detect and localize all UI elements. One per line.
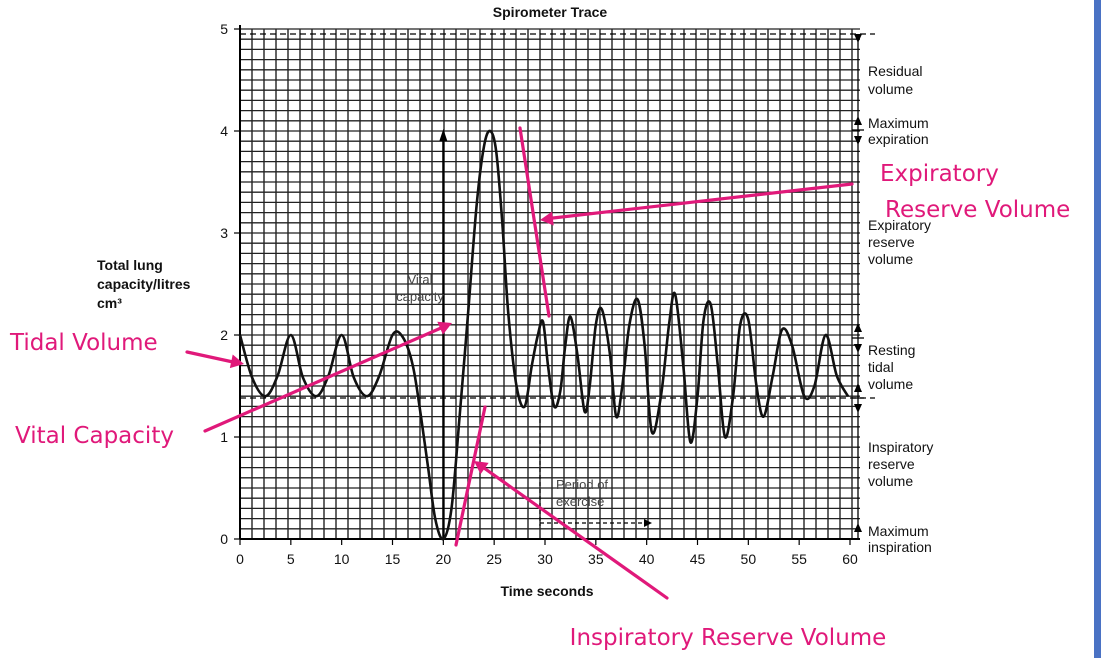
annotation-inspiratory: Inspiratory Reserve Volume: [570, 625, 887, 651]
expiratory-reserve-arrow-line: [551, 182, 854, 220]
trace-series: [238, 129, 850, 541]
right-label-max-inspiration: inspiration: [868, 539, 932, 555]
vital-capacity-arrow-head: [437, 321, 452, 335]
x-tick-label: 45: [690, 551, 706, 567]
right-label-residual: Residual: [868, 63, 922, 79]
x-tick-label: 5: [287, 551, 295, 567]
inspiratory-reserve-line: [454, 405, 487, 547]
y-axis-label-line2: capacity/litres: [97, 276, 191, 292]
side-bar: [1094, 0, 1101, 658]
right-label-expiratory-reserve: Expiratory: [868, 217, 931, 233]
x-tick-label: 15: [385, 551, 401, 567]
y-axis-label-line1: Total lung: [97, 257, 163, 273]
spirometer-trace-line: [238, 129, 850, 541]
right-label-resting-tidal: Resting: [868, 342, 915, 358]
x-tick-label: 20: [436, 551, 452, 567]
inspiratory-reserve-arrow-line: [482, 466, 669, 600]
chart-title: Spirometer Trace: [493, 4, 608, 20]
right-label-inspiratory-reserve: Inspiratory: [868, 439, 933, 455]
bracket-arrow-head: [854, 523, 862, 532]
bracket-arrow-head: [854, 344, 862, 353]
bracket-arrow-head: [854, 323, 862, 332]
vital-capacity-arrow-line: [203, 326, 443, 433]
exercise-period-label: Period of: [556, 477, 608, 492]
inspiratory-reserve-arrow-head: [474, 461, 489, 475]
annotation-vital: Vital Capacity: [15, 423, 174, 449]
bracket-arrow-head: [854, 404, 862, 413]
chart-text: Spirometer Trace Time seconds Total lung…: [97, 4, 933, 599]
x-axis-label: Time seconds: [500, 583, 593, 599]
right-label-resting-tidal: tidal: [868, 359, 894, 375]
x-tick-label: 40: [639, 551, 655, 567]
right-label-inspiratory-reserve: reserve: [868, 456, 915, 472]
tidal-volume-arrow-head: [229, 354, 244, 369]
right-label-expiratory-reserve: volume: [868, 251, 913, 267]
x-tick-label: 30: [537, 551, 553, 567]
annotation-expiratory: Expiratory: [880, 161, 999, 187]
bracket-arrow-head: [854, 383, 862, 392]
right-label-max-inspiration: Maximum: [868, 523, 929, 539]
grid: [239, 25, 860, 540]
x-tick-label: 55: [791, 551, 807, 567]
right-label-inspiratory-reserve: volume: [868, 473, 913, 489]
bracket-arrow-head: [854, 116, 862, 125]
bracket-arrow-head: [854, 34, 862, 43]
y-tick-label: 5: [220, 21, 228, 37]
y-tick-label: 2: [220, 327, 228, 343]
right-label-resting-tidal: volume: [868, 376, 913, 392]
vital-capacity-label: Vital: [407, 272, 432, 287]
y-tick-label: 0: [220, 531, 228, 547]
expiratory-reserve-line: [518, 126, 551, 318]
x-tick-label: 25: [486, 551, 502, 567]
right-label-residual: volume: [868, 81, 913, 97]
exercise-period-label: exercise: [556, 494, 604, 509]
right-label-max-expiration: Maximum: [868, 115, 929, 131]
annotation-tidal: Tidal Volume: [9, 330, 158, 356]
y-axis-label-line3: cm³: [97, 295, 122, 311]
exercise-arrow-head: [644, 519, 652, 527]
x-tick-label: 0: [236, 551, 244, 567]
x-tick-label: 50: [741, 551, 757, 567]
expiratory-reserve-arrow-head: [540, 211, 554, 226]
vital-capacity-arrow-head: [439, 129, 448, 141]
volume-brackets: [852, 34, 864, 539]
bracket-arrow-head: [854, 136, 862, 145]
right-label-max-expiration: expiration: [868, 131, 929, 147]
x-tick-label: 10: [334, 551, 350, 567]
y-tick-label: 3: [220, 225, 228, 241]
x-tick-label: 35: [588, 551, 604, 567]
x-tick-label: 60: [842, 551, 858, 567]
tidal-volume-arrow-line: [185, 350, 235, 364]
vital-capacity-label: capacity: [396, 289, 444, 304]
right-label-expiratory-reserve: reserve: [868, 234, 915, 250]
y-tick-label: 4: [220, 123, 228, 139]
y-tick-label: 1: [220, 429, 228, 445]
annotation-expiratory: Reserve Volume: [885, 197, 1070, 223]
